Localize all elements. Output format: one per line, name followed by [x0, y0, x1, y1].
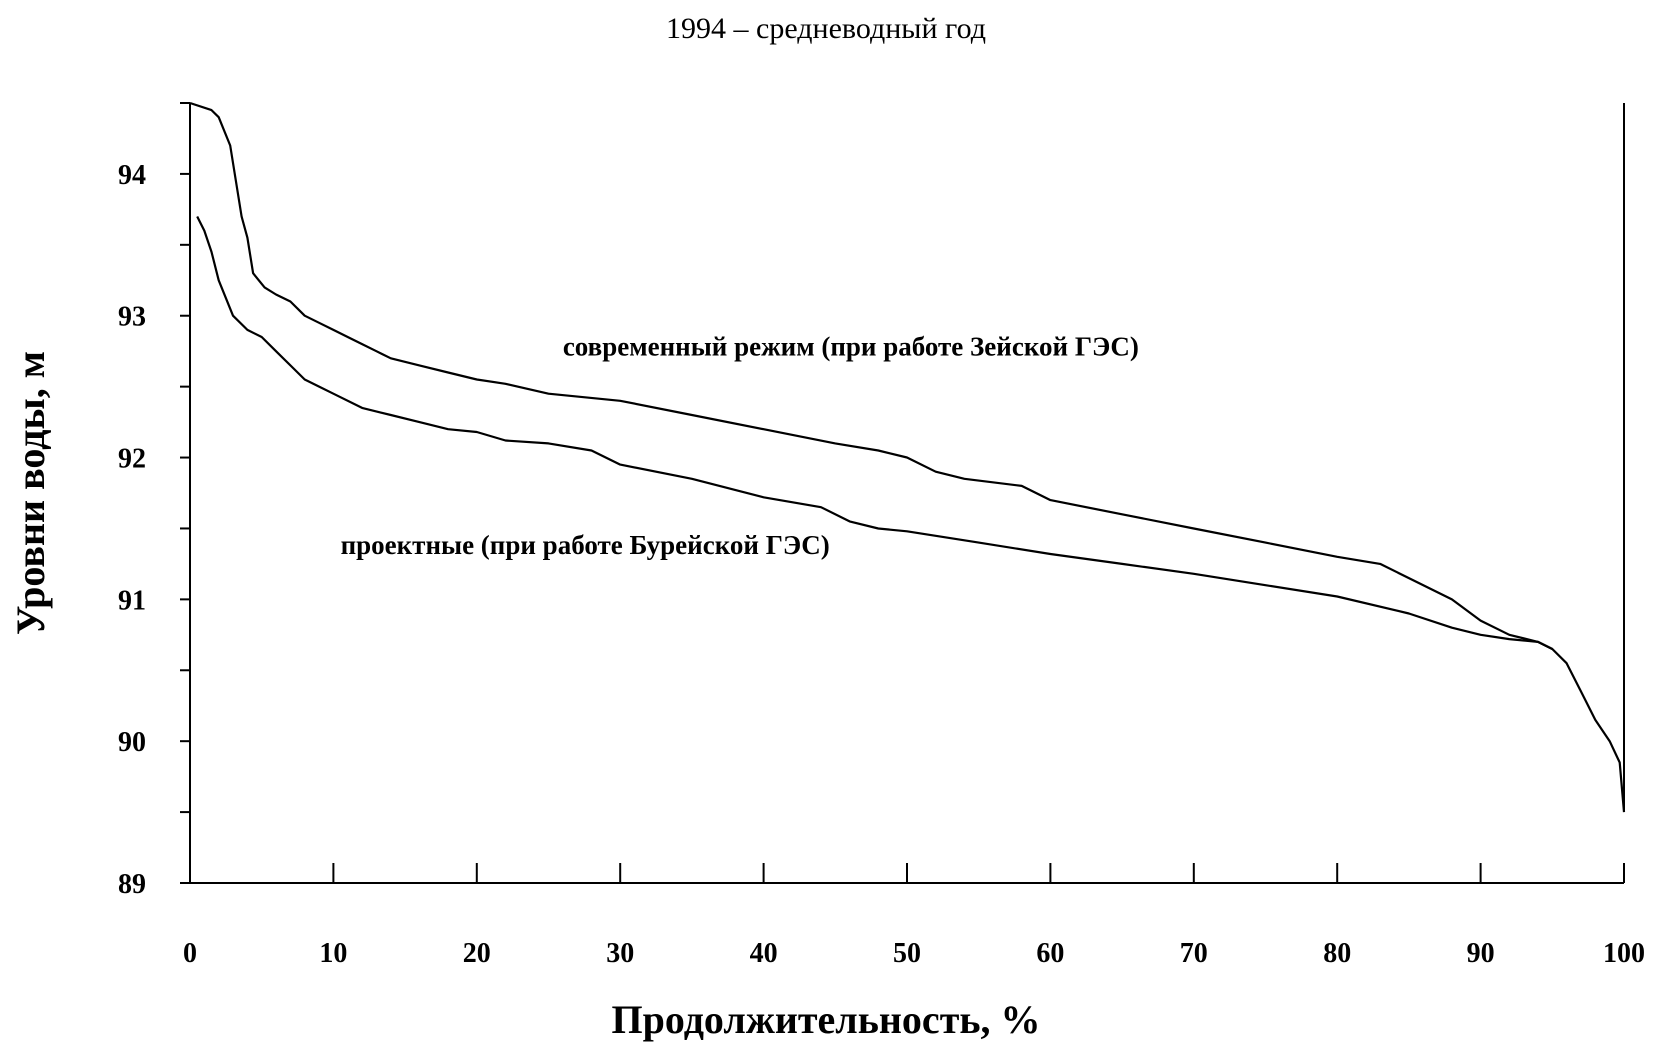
y-tick-label: 91 [118, 585, 146, 616]
series-annotation: проектные (при работе Бурейской ГЭС) [341, 530, 830, 560]
x-tick-label: 60 [1036, 938, 1064, 969]
x-tick-label: 80 [1323, 938, 1351, 969]
y-tick-label: 94 [118, 160, 146, 191]
x-tick-label: 10 [319, 938, 347, 969]
y-tick-label: 89 [118, 869, 146, 900]
x-tick-label: 0 [183, 938, 197, 969]
x-tick-label: 20 [463, 938, 491, 969]
y-axis-ticks: 89 90 91 92 93 94 [118, 102, 190, 900]
chart-title: 1994 – средневодный год [666, 12, 986, 45]
x-tick-label: 100 [1603, 938, 1645, 969]
x-tick-label: 50 [893, 938, 921, 969]
x-tick-label: 70 [1180, 938, 1208, 969]
annotations: современный режим (при работе Зейской ГЭ… [341, 331, 1139, 560]
series-group [189, 101, 1626, 813]
series-line-2 [196, 216, 1553, 650]
series-annotation: современный режим (при работе Зейской ГЭ… [563, 331, 1139, 361]
y-tick-label: 92 [118, 444, 146, 475]
series-line-1 [189, 101, 1626, 813]
x-axis-label: Продолжительность, % [611, 997, 1040, 1042]
x-tick-label: 40 [750, 938, 778, 969]
y-tick-label: 90 [118, 727, 146, 758]
x-tick-label: 30 [606, 938, 634, 969]
x-tick-label: 90 [1467, 938, 1495, 969]
x-axis-ticks: 0 10 20 30 40 50 60 70 80 90 100 [183, 863, 1645, 969]
y-axis-label: Уровни воды, м [8, 351, 53, 635]
y-tick-label: 93 [118, 302, 146, 333]
